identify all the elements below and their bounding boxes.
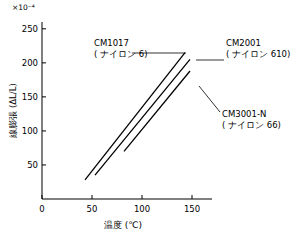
y-tick [42,62,46,63]
series-label: CM2001 [226,38,261,48]
y-tick-label: 150 [22,92,38,102]
series-line [124,71,190,151]
x-tick-label: 50 [87,204,98,214]
x-tick-label: 150 [184,204,200,214]
y-axis [42,22,43,199]
x-tick-label: 0 [39,204,44,214]
plot-lines [85,53,190,180]
y-tick-label: 50 [27,160,38,170]
x-axis [42,199,212,200]
series-line [95,59,190,175]
series-label: CM3001-N [222,109,266,119]
series-note: ( ナイロン 66) [222,120,281,130]
y-tick [42,164,46,165]
x-tick [42,195,43,199]
leader-line [196,60,224,61]
series-note: ( ナイロン 610) [226,49,290,59]
y-tick-label: 200 [22,58,38,68]
y-label: 線膨張 (ΔL/L) [8,83,18,138]
x-label: 温度 (℃) [104,220,142,230]
y-tick [42,130,46,131]
y-tick [42,96,46,97]
series-line [85,53,185,180]
x-tick [192,195,193,199]
x-tick [92,195,93,199]
y-tick [42,28,46,29]
leader-line [199,86,220,112]
series-note: ( ナイロン 6) [94,49,147,59]
y-unit: ×10⁻⁴ [12,3,35,12]
y-tick-label: 100 [22,126,38,136]
chart: 50 100 150 200 250 0 50 100 150 ×10⁻⁴ 線膨張 (ΔL/L) 温度… [0,0,294,235]
x-tick-label: 100 [134,204,150,214]
series-label: CM1017 [94,38,129,48]
x-tick [142,195,143,199]
y-tick-label: 250 [22,24,38,34]
